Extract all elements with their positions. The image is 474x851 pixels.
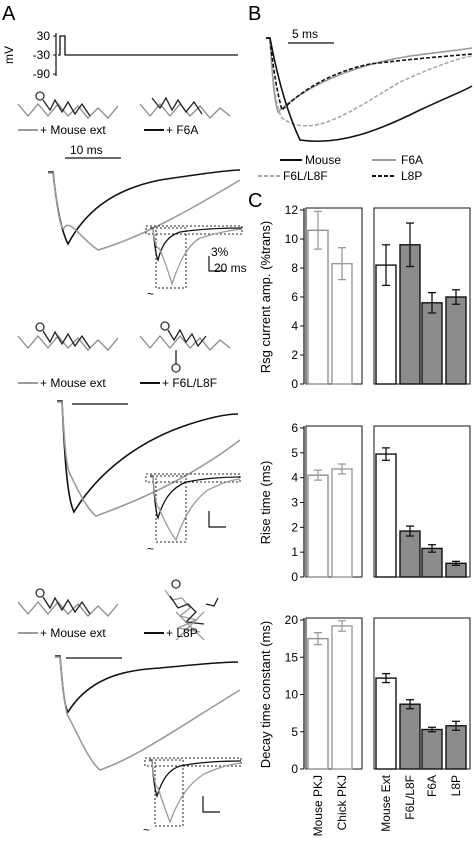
- a-row2: + Mouse ext + F6L/L8F ~: [17, 321, 241, 556]
- bar-f6a: [421, 728, 443, 770]
- inset-scalebar-1: [208, 256, 226, 272]
- trace-row2-mouse: [57, 401, 241, 517]
- y-tick-label: 15: [285, 650, 299, 664]
- bar-chick-pkj: [331, 625, 353, 770]
- protein-cartoon-wt-3: [17, 588, 119, 617]
- legend-mut-2: + F6L/L8F: [162, 376, 217, 390]
- v-tick-minus30: -30: [33, 48, 51, 62]
- inset-3: ~: [143, 757, 242, 837]
- y-tick-label: 6: [291, 421, 298, 435]
- v-unit-label: mV: [2, 46, 16, 64]
- y-tick-label: 10: [285, 232, 299, 246]
- x-tick-label-mouse-pkj: Mouse PKJ: [311, 775, 325, 836]
- y-tick-label: 4: [291, 471, 298, 485]
- x-tick-label-chick-pkj: Chick PKJ: [335, 775, 349, 830]
- y-tick-label: 0: [291, 377, 298, 391]
- y-tick-label: 1: [291, 545, 298, 559]
- voltage-step-trace: [58, 35, 238, 56]
- inset-1: ~: [145, 225, 243, 301]
- bar-mouse-pkj: [307, 637, 329, 770]
- y-tick-label: 2: [291, 520, 298, 534]
- y-tick-label: 0: [291, 570, 298, 584]
- panel-b-letter: B: [248, 3, 261, 25]
- y-tick-label: 2: [291, 348, 298, 362]
- protein-cartoon-mut-3: [164, 579, 219, 641]
- y-tick-label: 12: [285, 203, 299, 217]
- b-legend-f6l-l8f: F6L/L8F: [283, 169, 328, 183]
- y-tick-label: 3: [291, 496, 298, 510]
- y-tick-label: 20: [285, 613, 299, 627]
- y-axis-label: Rsg current amp. (%trans): [258, 221, 273, 373]
- voltage-protocol: 30 -30 -90 mV: [2, 29, 238, 81]
- bar-mouse-pkj: [307, 229, 329, 385]
- bar-f6l-l8f: [399, 530, 421, 578]
- y-axis-label: Decay time constant (ms): [258, 621, 273, 768]
- trace-row2-mutant: [57, 400, 239, 514]
- protein-cartoon-wt-2: [17, 322, 119, 351]
- legend-ctrl-1: + Mouse ext: [40, 123, 106, 137]
- panel-c-letter: C: [248, 190, 262, 212]
- y-tick-label: 10: [285, 688, 299, 702]
- a-row1: + Mouse ext + F6A 10 ms ~ 3% 20 ms: [17, 91, 247, 301]
- legend-mut-1: + F6A: [166, 123, 198, 137]
- inset-scalebar-2: [208, 511, 226, 528]
- legend-ctrl-3: + Mouse ext: [40, 626, 106, 640]
- v-tick-30: 30: [37, 29, 51, 43]
- trace-row3-mutant: [55, 655, 239, 714]
- x-tick-label-mouse-ext: Mouse Ext: [379, 774, 393, 831]
- y-tick-label: 4: [291, 319, 298, 333]
- bar-chick-pkj: [331, 262, 353, 385]
- inset-scale-pct-1: 3%: [211, 245, 229, 259]
- protein-cartoon-mut-1: [139, 96, 231, 119]
- protein-cartoon-wt-1: [17, 91, 119, 119]
- inset-tilde-1: ~: [147, 287, 154, 301]
- bar-f6a: [421, 302, 443, 385]
- chart-rise-time: 0 1 2 3 4 5 6 Rise time (ms): [258, 421, 471, 584]
- y-tick-label: 0: [291, 762, 298, 776]
- v-tick-minus90: -90: [33, 67, 51, 81]
- y-tick-label: 8: [291, 261, 298, 275]
- b-trace-l8p: [266, 37, 473, 112]
- b-trace-f6a: [266, 37, 473, 114]
- panel-a-letter: A: [2, 3, 16, 25]
- protein-cartoon-mut-2: [139, 321, 231, 373]
- b-legend-mouse: Mouse: [305, 153, 341, 167]
- chart-rsg-amplitude: 0 2 4 6 8 10 12 Rsg current amp. (%trans): [258, 203, 471, 391]
- x-tick-label-f6a: F6A: [425, 775, 439, 797]
- inset-scale-time-1: 20 ms: [214, 261, 247, 275]
- x-tick-label-f6l-l8f: F6L/L8F: [403, 775, 417, 820]
- b-legend-f6a: F6A: [401, 153, 423, 167]
- bar-l8p: [445, 296, 467, 385]
- time-scalebar-label-1: 10 ms: [70, 143, 103, 157]
- b-trace-mouse: [266, 37, 473, 143]
- b-legend-l8p: L8P: [401, 169, 422, 183]
- bar-mouse-ext: [375, 677, 397, 770]
- y-tick-label: 5: [291, 725, 298, 739]
- x-tick-label-l8p: L8P: [449, 775, 463, 796]
- b-traces: [266, 37, 473, 143]
- inset-scalebar-3: [202, 796, 220, 813]
- a-row3: + Mouse ext + L8P ~: [17, 579, 242, 837]
- bar-l8p: [445, 725, 467, 770]
- trace-row3-mouse: [55, 656, 241, 771]
- trace-row1-mouse: [48, 172, 241, 251]
- inset-2: ~: [145, 473, 241, 556]
- bar-chick-pkj: [331, 468, 353, 578]
- b-trace-f6l-l8f: [266, 37, 473, 127]
- inset-tilde-3: ~: [143, 823, 150, 837]
- y-axis-label: Rise time (ms): [258, 461, 273, 545]
- chart-decay-time: 0 5 10 15 20 Decay time constant (ms) Mouse PK…: [258, 613, 471, 836]
- bar-f6l-l8f: [399, 703, 421, 770]
- y-tick-label: 5: [291, 446, 298, 460]
- bar-mouse-pkj: [307, 474, 329, 578]
- legend-ctrl-2: + Mouse ext: [40, 376, 106, 390]
- bar-mouse-ext: [375, 453, 397, 578]
- y-tick-label: 6: [291, 290, 298, 304]
- inset-tilde-2: ~: [147, 542, 154, 556]
- b-time-scalebar-label: 5 ms: [292, 27, 318, 41]
- legend-mut-3: + L8P: [166, 626, 198, 640]
